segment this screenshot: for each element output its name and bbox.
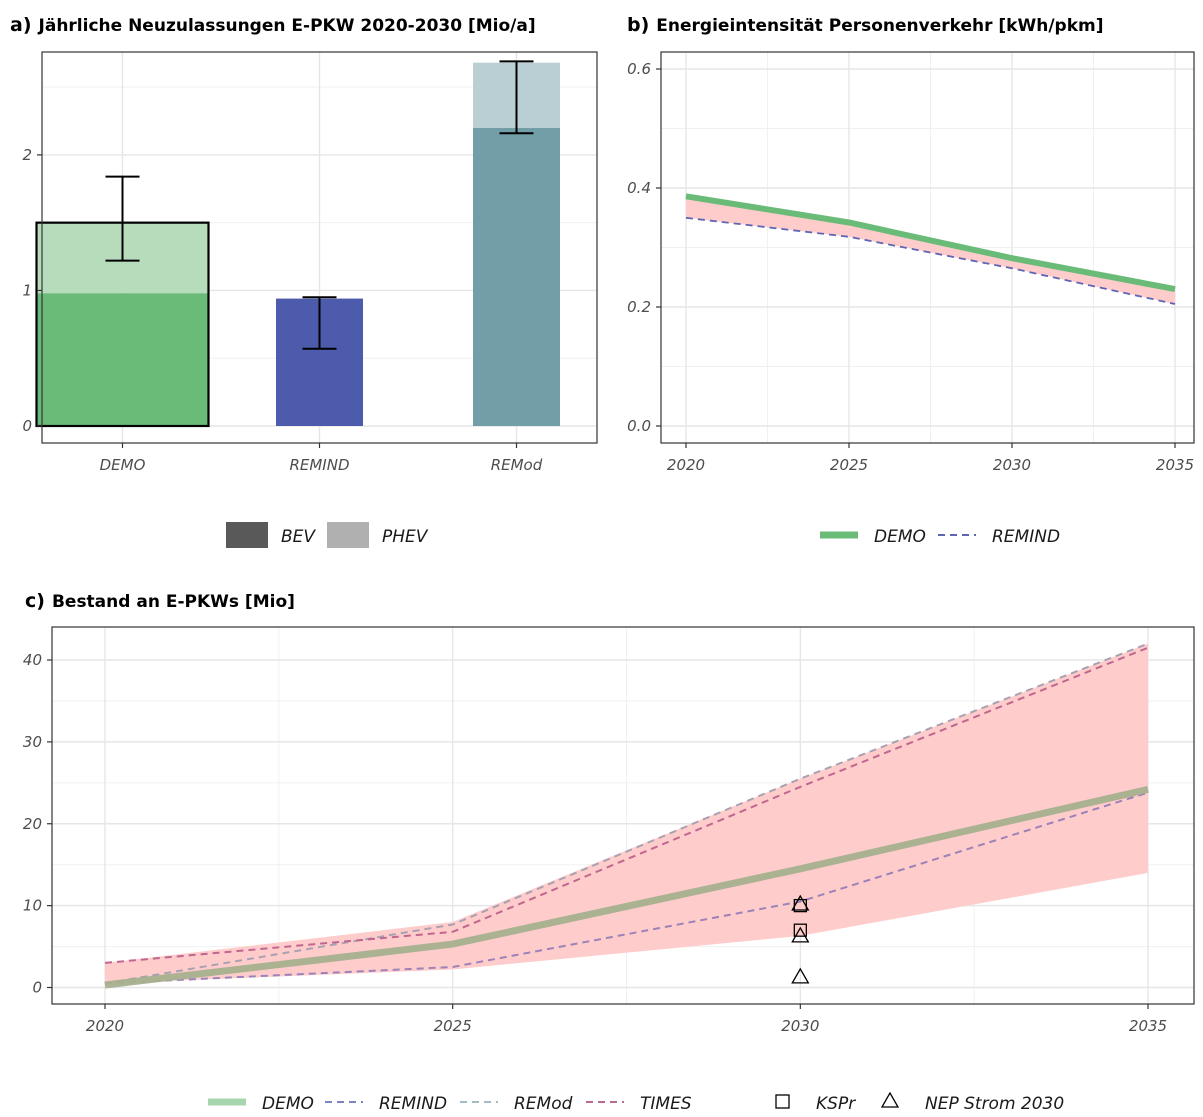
y-tick-label: 2	[22, 146, 32, 164]
range-band	[105, 643, 1148, 984]
plot-border	[660, 51, 1195, 444]
series-line-DEMO	[685, 193, 1176, 293]
legend-label: KSPr	[816, 1094, 856, 1114]
y-tick-label: 0.6	[627, 60, 651, 78]
series-line-REMod	[104, 642, 1149, 985]
legend-key	[775, 1094, 790, 1109]
legend-label: REMod	[514, 1094, 573, 1114]
y-axis: 0.0 0.2 0.4 0.6	[627, 60, 661, 435]
panel-letter: a)	[10, 14, 32, 36]
y-tick-label: 0	[32, 979, 42, 997]
legend-item-NEP Strom 2030: NEP Strom 2030	[880, 1091, 1064, 1114]
panel-letter: b)	[627, 14, 649, 36]
legend: DEMO REMIND	[820, 527, 1060, 547]
y-tick-label: 10	[23, 897, 42, 915]
legend-key	[226, 522, 268, 548]
y-tick-label: 0.0	[627, 417, 651, 435]
legend-item-KSPr: KSPr	[775, 1094, 856, 1114]
plot-border	[51, 626, 1195, 1005]
x-tick-label: 2030	[993, 456, 1031, 474]
legend-label: NEP Strom 2030	[925, 1094, 1064, 1114]
x-tick-label: 2035	[1156, 456, 1194, 474]
error-bar-REMod	[499, 60, 534, 135]
y-axis: 0 1 2	[22, 146, 42, 435]
y-tick-label: 0	[22, 417, 32, 435]
legend-label: REMIND	[992, 527, 1060, 547]
legend-item-REMod: REMod	[460, 1094, 573, 1114]
panel-letter: c)	[25, 590, 45, 612]
range-band	[686, 193, 1175, 304]
legend-label: REMIND	[379, 1094, 447, 1114]
panel-a: a) Jährliche Neuzulassungen E-PKW 2020-20…	[10, 14, 598, 548]
bar-REMod-BEV	[473, 127, 560, 427]
reference-points	[791, 894, 810, 984]
legend: BEV PHEV	[226, 522, 429, 548]
point-NEP Strom 2030	[791, 926, 810, 943]
series-line-TIMES	[104, 646, 1149, 964]
y-tick-label: 1	[22, 281, 32, 299]
y-tick-label: 30	[23, 733, 42, 751]
legend-key	[327, 522, 369, 548]
point-NEP Strom 2030	[791, 894, 810, 911]
legend: DEMO REMIND REMod TIMES KSPr NEP Strom 2030	[208, 1091, 1064, 1114]
x-tick-label: DEMO	[100, 456, 146, 474]
x-tick-label: REMod	[491, 456, 543, 474]
x-tick-label: 2030	[781, 1017, 819, 1035]
x-tick-label: REMIND	[289, 456, 349, 474]
series-line-REMIND	[685, 216, 1176, 305]
legend-label: PHEV	[382, 527, 429, 547]
series-line-DEMO	[104, 785, 1149, 989]
x-tick-label: 2020	[667, 456, 705, 474]
x-axis: 2020 2025 2030 2035	[667, 443, 1194, 474]
error-bars	[105, 60, 534, 350]
panel-b: b) Energieintensität Personenverkehr [kWh…	[627, 14, 1195, 547]
x-tick-label: 2035	[1129, 1017, 1167, 1035]
panel-title-text: Energieintensität Personenverkehr [kWh/p…	[656, 16, 1103, 36]
legend-label: DEMO	[874, 527, 926, 547]
y-tick-label: 20	[23, 815, 42, 833]
x-tick-label: 2025	[434, 1017, 472, 1035]
error-bar-REMIND	[302, 296, 337, 350]
legend-item-PHEV: PHEV	[327, 522, 429, 548]
x-axis: 2020 2025 2030 2035	[86, 1004, 1167, 1035]
legend-key	[880, 1091, 900, 1108]
legend-label: DEMO	[262, 1094, 314, 1114]
x-tick-label: 2020	[86, 1017, 124, 1035]
series-line-REMIND	[104, 791, 1149, 985]
legend-label: TIMES	[640, 1094, 692, 1114]
legend-item-BEV: BEV	[226, 522, 316, 548]
error-bar-DEMO	[105, 175, 140, 262]
point-KSPr	[793, 923, 807, 937]
legend-item-DEMO: DEMO	[820, 527, 926, 547]
point-NEP Strom 2030	[791, 967, 810, 984]
legend-label: BEV	[281, 527, 316, 547]
bars	[35, 62, 560, 428]
legend-item-DEMO: DEMO	[208, 1094, 314, 1114]
x-tick-label: 2025	[830, 456, 868, 474]
panel-title-b: b) Energieintensität Personenverkehr [kWh…	[627, 14, 1104, 36]
y-axis: 0 10 20 30 40	[23, 651, 52, 997]
panel-title-c: c) Bestand an E-PKWs [Mio]	[25, 590, 295, 612]
legend-item-TIMES: TIMES	[586, 1094, 692, 1114]
legend-item-REMIND: REMIND	[325, 1094, 447, 1114]
y-tick-label: 0.4	[627, 179, 651, 197]
y-tick-label: 0.2	[627, 298, 651, 316]
panel-title-a: a) Jährliche Neuzulassungen E-PKW 2020-20…	[10, 14, 536, 36]
bar-DEMO-BEV	[36, 293, 209, 426]
legend-item-REMIND: REMIND	[938, 527, 1060, 547]
panel-title-text: Jährliche Neuzulassungen E-PKW 2020-2030…	[38, 16, 536, 36]
panel-title-text: Bestand an E-PKWs [Mio]	[52, 592, 295, 612]
gridlines	[661, 52, 1194, 443]
y-tick-label: 40	[23, 651, 42, 669]
x-axis: DEMO REMIND REMod	[100, 443, 543, 474]
